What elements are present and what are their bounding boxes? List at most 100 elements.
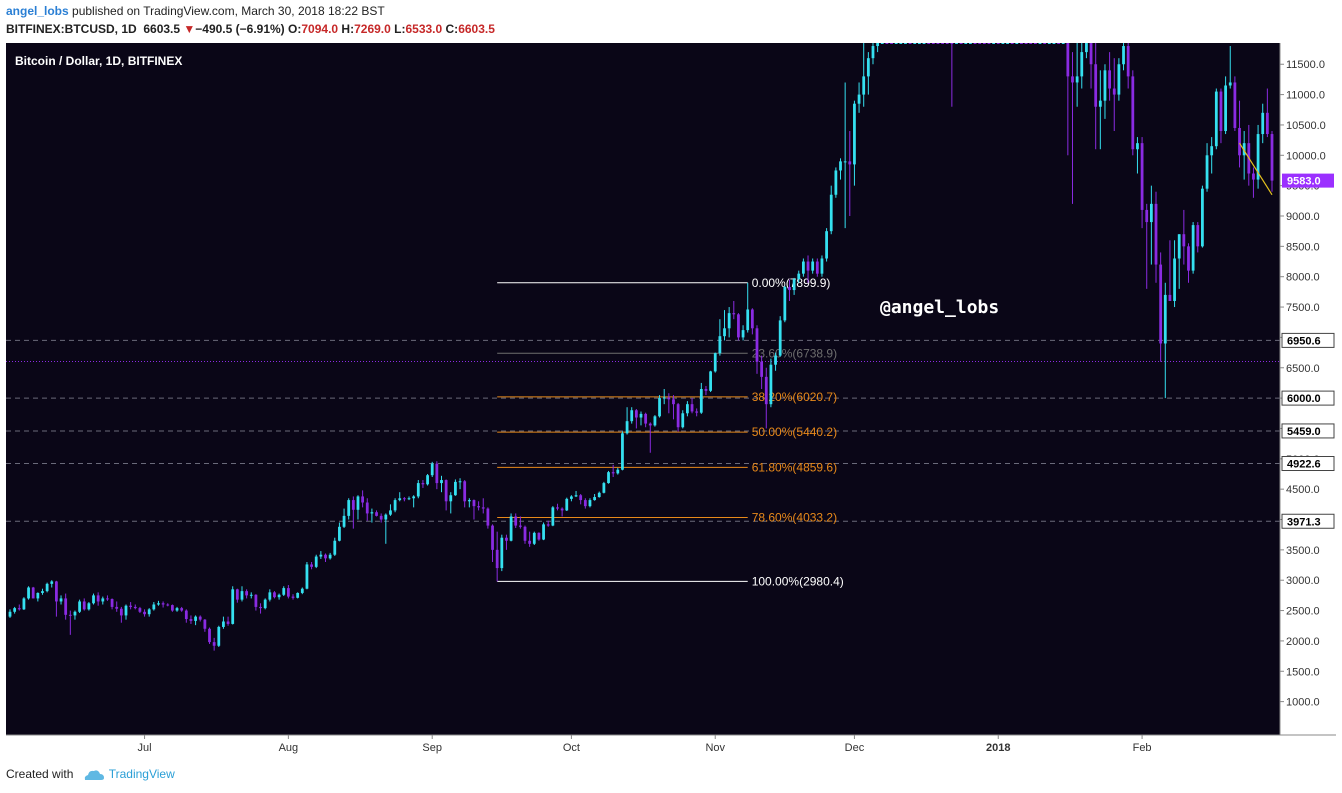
candle-body [542,524,545,540]
candle-body [1071,76,1074,83]
candle-body [310,564,313,567]
level-price-badge-label: 5459.0 [1287,426,1321,438]
level-price-badge [1281,456,1335,472]
candle-body [532,532,536,544]
candle-body [1270,134,1274,181]
candle-body [389,510,392,515]
candle-body [129,605,133,607]
candle-body [704,389,708,391]
price-tick-label: 7500.0 [1286,302,1320,314]
candle-body [843,161,847,163]
candle-body [1154,203,1158,265]
candle-body [1140,143,1144,210]
candle-body [1108,70,1112,89]
candle-body [59,598,63,602]
candle-body [658,398,661,417]
candle-body [1024,43,1028,44]
candle-body [653,416,657,426]
level-price-badge [1281,332,1335,348]
candle-body [231,589,235,624]
candle-body [1103,70,1107,101]
footer: Created with TradingView [6,767,175,781]
tradingview-link[interactable]: TradingView [108,767,175,781]
chart-area[interactable]: 0.00%(7899.9) 23.60%(6738.9) 38.20%(6020.7… [6,43,1336,757]
candle-body [969,43,972,44]
candle-body [750,309,754,329]
candle-body [319,554,323,557]
candle-body [894,43,898,44]
candle-body [101,598,105,602]
candle-body [249,594,253,596]
candle-body [375,512,378,516]
candle-body [175,608,179,611]
low-value: 6533.0 [405,22,443,36]
candle-body [797,273,801,280]
level-price-badge [1281,513,1335,529]
candle-body [913,43,917,44]
candle-body [662,397,666,399]
candle-body [73,611,77,616]
candle-body [143,611,146,615]
candle-body [848,161,852,165]
candle-body [1117,64,1121,95]
candle-body [41,591,44,593]
candle-body [621,433,624,470]
author-link[interactable]: angel_lobs [6,4,69,18]
level-price-badge [1281,423,1335,439]
time-axis: Jul Aug Sep Oct Nov Dec 2018 Feb [138,735,1152,754]
candle-body [110,599,114,607]
candle-body [1256,134,1260,180]
candle-body [398,498,402,501]
symbol-info: BITFINEX:BTCUSD, 1D 6603.5 ▼−490.5 (−6.9… [6,22,495,36]
candle-body [676,404,680,428]
candle-body [1159,264,1163,344]
candle-body [625,421,629,434]
level-price-badge-label: 3971.3 [1287,516,1321,528]
candle-body [792,279,796,291]
candle-body [1242,143,1246,156]
candle-body [890,43,893,44]
candle-body [351,500,355,510]
candle-body [709,371,712,391]
candle-body [876,43,880,47]
price-tick-label: 1500.0 [1286,666,1320,678]
candle-body [718,336,722,354]
last-price-badge-label: 9583.0 [1287,176,1321,188]
candle-body [611,472,615,474]
candle-body [55,581,58,602]
symbol-label: BITFINEX:BTCUSD, 1D [6,22,137,36]
candle-body [486,508,490,526]
candle-body [254,594,258,607]
candle-body [690,404,694,412]
candle-body [1047,43,1051,44]
candle-body [732,313,736,315]
candle-body [1187,246,1190,271]
candle-body [500,537,504,569]
chart-title: Bitcoin / Dollar, 1D, BITFINEX [15,54,182,68]
price-chart[interactable]: 0.00%(7899.9) 23.60%(6738.9) 38.20%(6020.7… [6,43,1336,757]
candle-body [92,595,95,604]
candle-body [737,314,740,338]
candle-body [667,397,671,400]
price-tick-label: 2500.0 [1286,606,1320,618]
candle-body [839,161,842,171]
overlays [1239,142,1273,196]
candle-body [616,469,620,474]
candle-body [936,43,940,44]
candle-body [115,606,119,609]
candle-body [899,43,903,44]
price-tick-label: 2000.0 [1286,636,1320,648]
candle-body [723,328,726,337]
candle-body [1033,43,1037,44]
candle-body [713,353,717,372]
candle-body [268,592,272,600]
candle-body [463,481,467,502]
candle-body [1066,43,1070,77]
candle-body [1252,173,1255,180]
candle-body [778,320,782,356]
candle-body [1219,91,1223,132]
price-tick-label: 10500.0 [1286,120,1326,132]
candle-body [1075,76,1079,83]
candle-body [370,512,374,514]
candle-body [263,599,267,609]
